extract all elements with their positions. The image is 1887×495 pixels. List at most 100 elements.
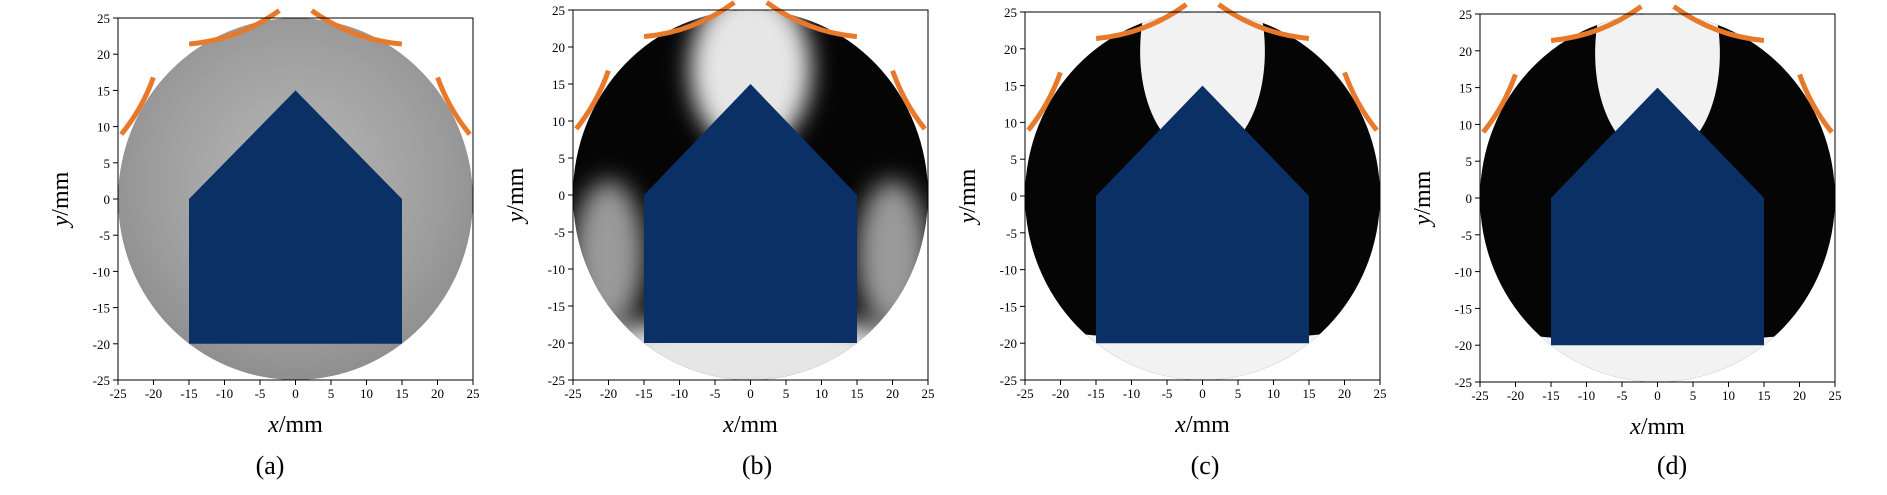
- y-tick-label: 10: [1459, 117, 1472, 132]
- x-tick-label: -5: [710, 386, 721, 401]
- gray-lobe-right: [857, 180, 928, 329]
- x-tick-label: -10: [1578, 388, 1595, 403]
- bright-lobe-top: [690, 10, 811, 151]
- electrode-arc-3: [574, 69, 611, 131]
- x-tick-label: 15: [851, 386, 864, 401]
- y-tick-label: 10: [97, 120, 110, 135]
- inclusion-shape: [189, 90, 402, 344]
- y-tick-label: 15: [552, 77, 565, 92]
- y-axis-label: y/mm: [1410, 170, 1436, 227]
- y-tick-label: 0: [1466, 191, 1473, 206]
- y-tick-label: -15: [93, 301, 110, 316]
- electrode-arc-1: [1550, 4, 1643, 43]
- x-tick-label: -5: [255, 386, 266, 401]
- panel-b: -25 -20 -15 -10 -5 0 5 10 15 20 25 25 20 15 10 5 0 -5 -10 -…: [503, 0, 935, 480]
- y-tick-label: 15: [1459, 81, 1472, 96]
- x-tick-label: -20: [1507, 388, 1524, 403]
- y-tick-label: -25: [93, 373, 110, 388]
- x-tick-label: 15: [1758, 388, 1771, 403]
- x-tick-label: 20: [1338, 386, 1351, 401]
- y-tick-label: 20: [1004, 42, 1017, 57]
- electrode-arc-1: [1095, 2, 1188, 41]
- x-tick-label: 20: [1793, 388, 1806, 403]
- x-tick-label: 15: [396, 386, 409, 401]
- electrode-arc-3: [1481, 73, 1518, 134]
- x-tick-label: 10: [1722, 388, 1735, 403]
- panel-a: -25 -20 -15 -10 -5 0 5 10 15 20 25 25 20 15 10 5 0 -5 -10 -…: [48, 8, 480, 480]
- y-tick-label: 5: [1011, 152, 1018, 167]
- y-axis-label: y/mm: [48, 171, 74, 228]
- y-tick-label: -5: [1461, 228, 1472, 243]
- x-tick-label: 10: [360, 386, 373, 401]
- electrode-arc-1: [188, 8, 281, 47]
- y-tick-label: -10: [548, 262, 565, 277]
- x-tick-label: 25: [1374, 386, 1387, 401]
- inclusion-shape: [1551, 87, 1764, 346]
- panel-c: -25 -20 -15 -10 -5 0 5 10 15 20 25 25 20 15 10 5 0 -5 -10 -…: [955, 2, 1387, 480]
- panel-caption: (a): [256, 451, 285, 480]
- electrode-arc-2: [310, 8, 403, 47]
- x-tick-label: -10: [1123, 386, 1140, 401]
- y-tick-label: 0: [104, 192, 111, 207]
- y-tick-label: 0: [559, 188, 566, 203]
- x-axis-label: x/mm: [1174, 412, 1230, 438]
- x-tick-label: -25: [564, 386, 581, 401]
- x-tick-label: -15: [180, 386, 197, 401]
- x-axis-label: x/mm: [267, 412, 323, 438]
- y-tick-label: -20: [1000, 336, 1017, 351]
- y-tick-label: -20: [1455, 338, 1472, 353]
- y-tick-label: 25: [1004, 5, 1017, 20]
- bright-lobe-top: [1595, 14, 1720, 147]
- inclusion-shape: [1096, 85, 1309, 344]
- inclusion-shape: [644, 84, 857, 343]
- x-tick-label: 5: [1690, 388, 1697, 403]
- y-tick-label: 15: [1004, 79, 1017, 94]
- x-tick-label: -20: [600, 386, 617, 401]
- x-tick-label: 0: [747, 386, 754, 401]
- y-tick-label: -20: [548, 336, 565, 351]
- y-axis-label: y/mm: [503, 167, 529, 224]
- electrode-arc-2: [765, 0, 858, 40]
- x-tick-label: 20: [431, 386, 444, 401]
- electrode-arc-3: [1026, 71, 1063, 132]
- y-tick-label: -20: [93, 337, 110, 352]
- x-tick-label: -20: [145, 386, 162, 401]
- y-tick-label: 5: [104, 156, 111, 171]
- x-axis-label: x/mm: [1629, 414, 1685, 440]
- x-tick-label: 0: [1654, 388, 1661, 403]
- panel-caption: (b): [742, 451, 772, 480]
- x-tick-label: 10: [815, 386, 828, 401]
- y-tick-label: 15: [97, 83, 110, 98]
- x-tick-label: 25: [467, 386, 480, 401]
- electrode-arc-2: [1217, 2, 1310, 41]
- y-tick-label: 20: [1459, 44, 1472, 59]
- x-tick-label: 5: [328, 386, 335, 401]
- electrode-arc-4: [435, 76, 472, 136]
- x-tick-label: -15: [1542, 388, 1559, 403]
- y-tick-label: -15: [548, 299, 565, 314]
- y-tick-label: 25: [97, 11, 110, 26]
- y-tick-label: 10: [1004, 115, 1017, 130]
- x-tick-label: -5: [1162, 386, 1173, 401]
- y-tick-label: -10: [93, 264, 110, 279]
- y-tick-label: 25: [1459, 7, 1472, 22]
- y-tick-label: 20: [97, 47, 110, 62]
- electrode-arc-2: [1672, 4, 1765, 43]
- electrode-arc-3: [119, 76, 156, 136]
- x-tick-label: -25: [1016, 386, 1033, 401]
- gray-lobe-left: [573, 180, 644, 329]
- x-tick-label: 25: [1829, 388, 1842, 403]
- panel-caption: (d): [1657, 451, 1687, 480]
- y-tick-label: -5: [554, 225, 565, 240]
- y-tick-label: -10: [1455, 265, 1472, 280]
- x-tick-label: -15: [1087, 386, 1104, 401]
- electrode-arc-4: [890, 69, 927, 131]
- x-tick-label: -15: [635, 386, 652, 401]
- x-tick-label: -25: [109, 386, 126, 401]
- x-tick-label: -20: [1052, 386, 1069, 401]
- x-tick-label: -5: [1617, 388, 1628, 403]
- x-tick-label: -25: [1471, 388, 1488, 403]
- y-tick-label: -15: [1000, 299, 1017, 314]
- y-tick-label: -25: [548, 373, 565, 388]
- y-tick-label: 0: [1011, 189, 1018, 204]
